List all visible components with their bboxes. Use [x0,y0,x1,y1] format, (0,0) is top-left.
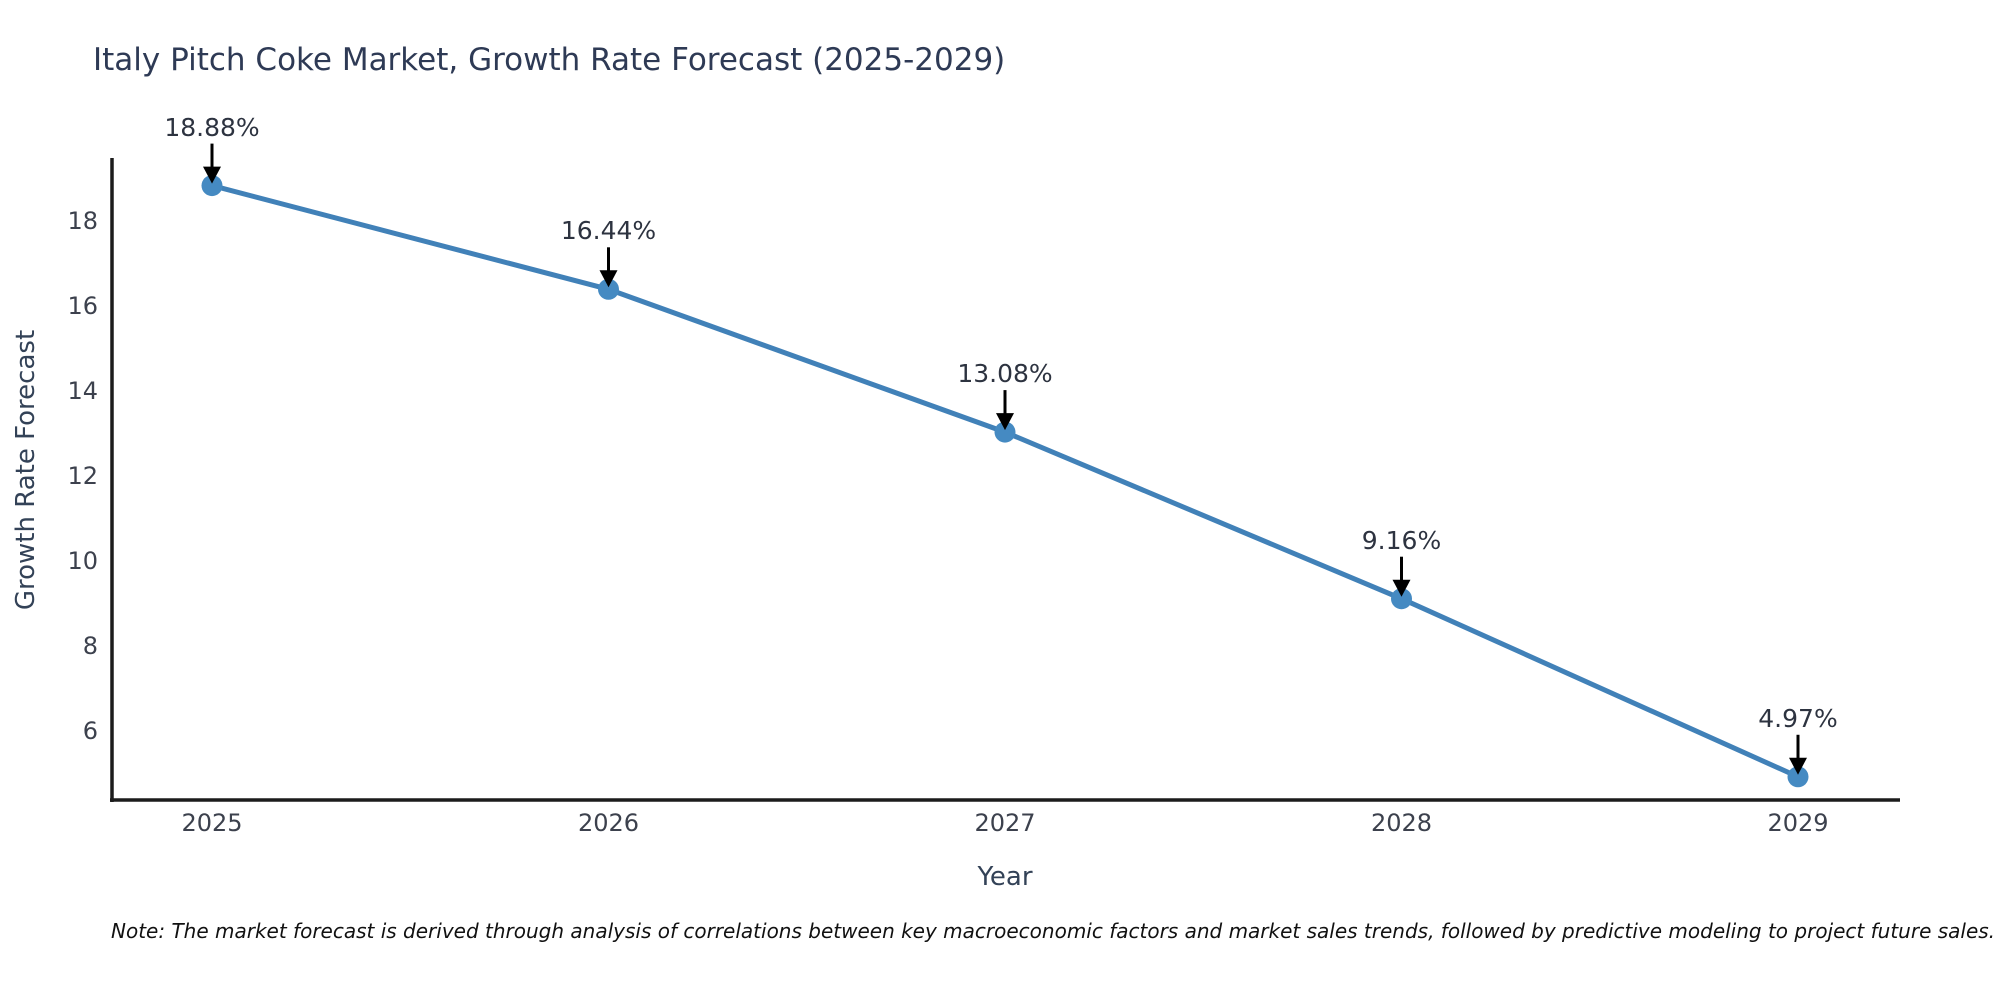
y-tick-label-12: 12 [67,462,98,490]
annotation-arrow-head-2025 [203,166,221,184]
y-tick-label-18: 18 [67,207,98,235]
x-tick-label-2027: 2027 [974,809,1036,837]
data-point-2027 [994,421,1016,443]
data-point-2029 [1787,766,1809,788]
point-annotation-2029: 4.97% [1758,703,1838,733]
data-point-2025 [201,175,223,197]
y-tick-label-8: 8 [82,632,98,660]
footnote: Note: The market forecast is derived thr… [111,919,1996,943]
point-annotation-2026: 16.44% [560,216,657,246]
data-point-2026 [598,278,619,300]
data-point-2028 [1391,588,1412,610]
chart-title: Italy Pitch Coke Market, Growth Rate For… [93,42,1006,78]
annotation-arrow-head-2027 [996,413,1014,431]
annotation-arrow-head-2026 [599,270,618,288]
annotation-arrow-head-2028 [1392,579,1411,597]
point-annotation-2028: 9.16% [1361,525,1442,555]
y-tick-label-14: 14 [67,377,98,405]
y-tick-label-6: 6 [82,717,98,745]
x-axis-title: Year [977,862,1033,892]
x-tick-label-2029: 2029 [1767,809,1829,837]
x-tick-label-2026: 2026 [577,809,640,837]
point-annotation-2027: 13.08% [957,359,1053,389]
y-tick-label-16: 16 [67,292,98,320]
x-tick-label-2028: 2028 [1370,809,1433,837]
annotation-arrow-head-2029 [1789,757,1807,775]
point-annotation-2025: 18.88% [164,112,260,142]
y-tick-label-10: 10 [67,547,98,575]
x-tick-label-2025: 2025 [181,809,243,837]
forecast-line [209,183,1801,780]
